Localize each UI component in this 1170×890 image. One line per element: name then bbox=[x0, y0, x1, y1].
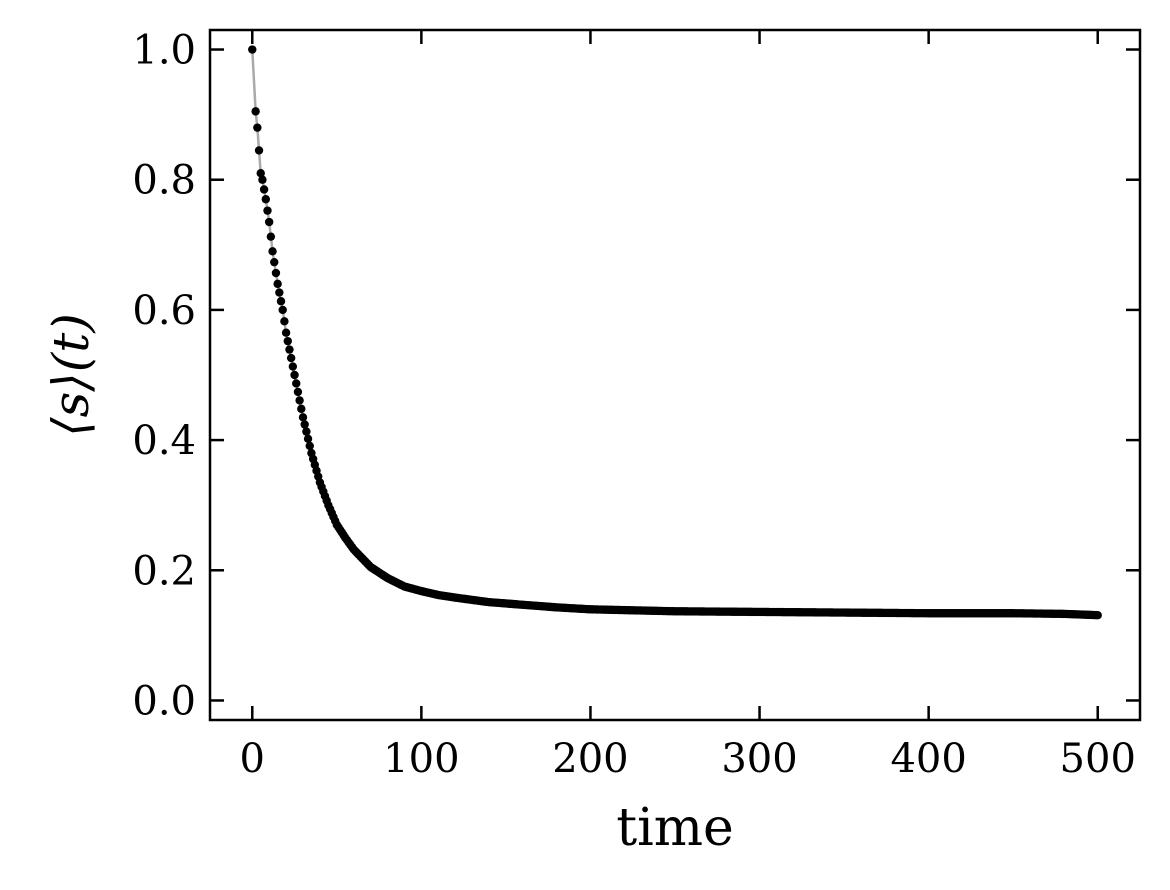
x-tick-label: 100 bbox=[383, 736, 459, 782]
data-point bbox=[295, 396, 304, 405]
data-point bbox=[303, 434, 313, 443]
data-point bbox=[278, 305, 287, 315]
x-tick-label: 0 bbox=[240, 736, 265, 782]
data-point bbox=[259, 185, 269, 194]
data-point bbox=[251, 107, 260, 116]
x-tick-label: 500 bbox=[1060, 736, 1136, 782]
series-line bbox=[251, 49, 1098, 617]
x-tick-labels: 0 100 200 300 400 500 bbox=[240, 736, 1136, 782]
data-point bbox=[248, 45, 257, 54]
data-point bbox=[280, 317, 289, 326]
data-point bbox=[298, 413, 308, 422]
y-axis-label: ⟨s⟩(t) bbox=[42, 313, 100, 437]
data-point bbox=[253, 123, 262, 132]
data-point bbox=[285, 345, 294, 354]
data-point bbox=[263, 206, 272, 215]
y-tick-label: 0.8 bbox=[132, 158, 196, 204]
data-point bbox=[268, 247, 277, 256]
data-point bbox=[1093, 611, 1102, 620]
data-point bbox=[266, 232, 276, 241]
x-tick-label: 200 bbox=[552, 736, 628, 782]
data-point bbox=[258, 175, 267, 184]
data-point bbox=[264, 217, 274, 227]
y-tick-label: 1.0 bbox=[132, 28, 196, 74]
data-point bbox=[275, 288, 284, 297]
data-point bbox=[261, 195, 270, 204]
x-axis-label: time bbox=[616, 798, 734, 858]
data-point bbox=[288, 362, 298, 371]
data-point bbox=[256, 169, 265, 178]
data-point bbox=[283, 336, 292, 346]
data-points-layer bbox=[248, 45, 1102, 620]
data-point bbox=[292, 379, 301, 388]
y-tick-label: 0.6 bbox=[132, 288, 196, 334]
trend-line-layer bbox=[251, 49, 1098, 617]
data-point bbox=[286, 353, 296, 363]
data-point bbox=[302, 427, 311, 436]
x-tick-label: 400 bbox=[890, 736, 966, 782]
data-point bbox=[297, 404, 306, 414]
y-tick-label: 0.2 bbox=[132, 548, 196, 594]
data-point bbox=[273, 279, 282, 289]
data-point bbox=[293, 387, 303, 397]
data-point bbox=[270, 257, 279, 267]
axis-ticks bbox=[210, 30, 1140, 720]
x-tick-label: 300 bbox=[721, 736, 797, 782]
y-tick-label: 0.0 bbox=[132, 678, 196, 724]
data-point bbox=[271, 268, 281, 278]
data-point bbox=[281, 328, 291, 337]
data-point bbox=[290, 370, 299, 380]
data-point bbox=[276, 297, 286, 306]
y-tick-labels: 0.0 0.2 0.4 0.6 0.8 1.0 bbox=[132, 28, 196, 725]
data-point bbox=[254, 146, 264, 155]
data-point bbox=[305, 441, 314, 451]
y-tick-label: 0.4 bbox=[132, 418, 196, 464]
data-point bbox=[300, 420, 309, 429]
plot-frame bbox=[208, 28, 1142, 722]
